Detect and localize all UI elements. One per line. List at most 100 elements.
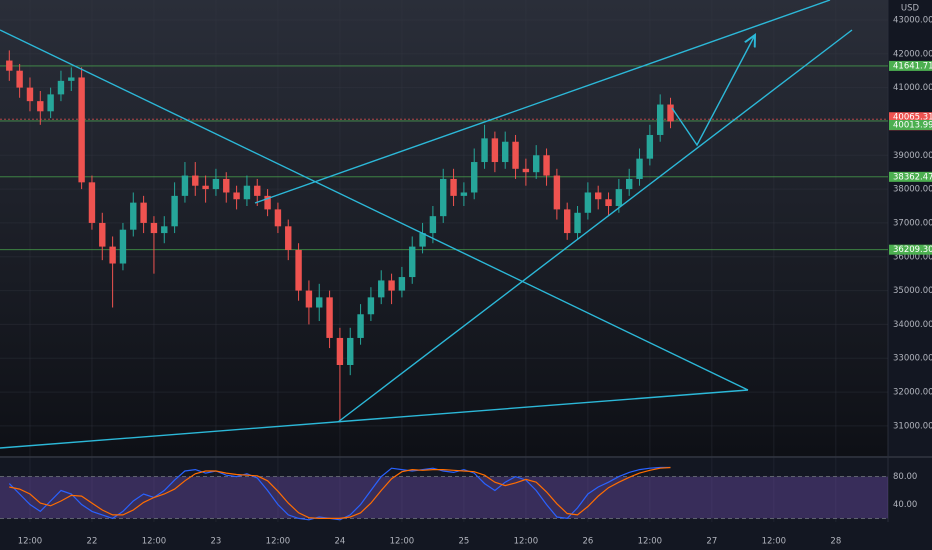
candle-body (264, 195, 271, 210)
price-pane (0, 0, 888, 456)
level-tag (889, 171, 932, 182)
candle-body (254, 185, 261, 196)
candle-body (192, 175, 199, 186)
candle-body (26, 87, 34, 102)
x-tick-label: 25 (458, 537, 469, 547)
candle-body (553, 175, 561, 210)
x-tick-label: 26 (582, 537, 593, 547)
stoch-tick-label: 80.00 (893, 472, 917, 482)
candle-body (367, 297, 375, 315)
candle-body (305, 290, 313, 308)
candle-body (419, 233, 426, 247)
stoch-tick-label: 40.00 (893, 500, 917, 510)
candle-body (171, 195, 178, 227)
candle-body (202, 185, 209, 190)
y-tick-label: 37000.00 (893, 218, 932, 228)
candle-body (78, 77, 85, 183)
stoch-line (8, 466, 671, 521)
candle-body (212, 178, 220, 190)
candle-body (594, 192, 602, 200)
candle-body (564, 209, 571, 234)
candle-body (481, 138, 488, 163)
level-label: 38362.47 (893, 172, 932, 182)
stoch-pane (0, 458, 888, 522)
y-tick-label: 35000.00 (893, 286, 932, 296)
stoch-band (0, 476, 888, 519)
trend-line (337, 29, 853, 423)
x-tick-label: 12:00 (638, 537, 663, 547)
candle-body (471, 162, 478, 193)
level-label: 36209.30 (893, 245, 932, 255)
candle-body (285, 226, 292, 250)
level-label: 40013.99 (893, 120, 932, 130)
candle-body (574, 212, 581, 234)
y-tick-label: 39000.00 (893, 151, 932, 161)
y-tick-label: 43000.00 (893, 15, 932, 25)
x-tick-label: 12:00 (266, 537, 291, 547)
candle-body (646, 134, 654, 159)
candle-body (347, 337, 354, 366)
level-label: 40065.31 (893, 113, 932, 123)
candle-body (37, 101, 44, 112)
y-tick-label: 41000.00 (893, 83, 932, 93)
candle-body (388, 280, 395, 291)
candle-body (584, 192, 592, 213)
candle-body (460, 192, 468, 196)
x-tick-label: 12:00 (514, 537, 539, 547)
candle-body (109, 246, 116, 264)
candle-body (47, 94, 54, 112)
candle-body (409, 246, 416, 278)
candle-body (223, 178, 230, 193)
candle-body (181, 175, 189, 196)
candle-body (316, 297, 323, 308)
x-tick-label: 28 (830, 537, 841, 547)
trend-line (0, 29, 749, 391)
candle-body (274, 209, 282, 227)
candle-body (68, 77, 75, 81)
candle-body (491, 138, 499, 163)
y-tick-label: 36000.00 (893, 252, 932, 262)
candle-body (57, 80, 65, 95)
level-label: 41641.71 (893, 61, 932, 71)
candle-body (336, 337, 344, 366)
candle-body (326, 297, 333, 338)
candle-body (636, 158, 643, 179)
candle-body (625, 178, 633, 190)
candle-body (615, 189, 623, 207)
trend-line (0, 389, 749, 449)
candle-body (429, 216, 437, 234)
y-tick-label: 33000.00 (893, 354, 932, 364)
x-tick-label: 24 (334, 537, 345, 547)
y-tick-label: 31000.00 (893, 421, 932, 431)
candle-body (667, 104, 674, 122)
candle-body (130, 202, 137, 230)
stoch-line (9, 466, 671, 520)
candle-body (99, 222, 106, 247)
candle-body (522, 168, 530, 173)
candle-body (440, 178, 447, 217)
x-tick-label: 23 (211, 537, 222, 547)
level-tag (889, 119, 932, 130)
trend-line (254, 0, 831, 204)
candle-body (119, 229, 127, 264)
candle-body (398, 277, 406, 291)
candle-body (543, 155, 550, 176)
candle-body (233, 192, 240, 200)
x-tick-label: 12:00 (142, 537, 167, 547)
projection-arrow (671, 35, 755, 147)
candle-body (450, 178, 457, 196)
level-tag (889, 60, 932, 71)
candle-body (357, 314, 364, 338)
y-tick-label: 32000.00 (893, 388, 932, 398)
drawings (0, 0, 853, 449)
candle-body (512, 141, 519, 169)
candle-body (161, 226, 168, 234)
candle-body (243, 185, 251, 200)
y-tick-label: 42000.00 (893, 49, 932, 59)
x-tick-label: 12:00 (18, 537, 43, 547)
y-tick-label: 38000.00 (893, 185, 932, 195)
candle-body (378, 280, 385, 298)
x-tick-label: 12:00 (390, 537, 415, 547)
